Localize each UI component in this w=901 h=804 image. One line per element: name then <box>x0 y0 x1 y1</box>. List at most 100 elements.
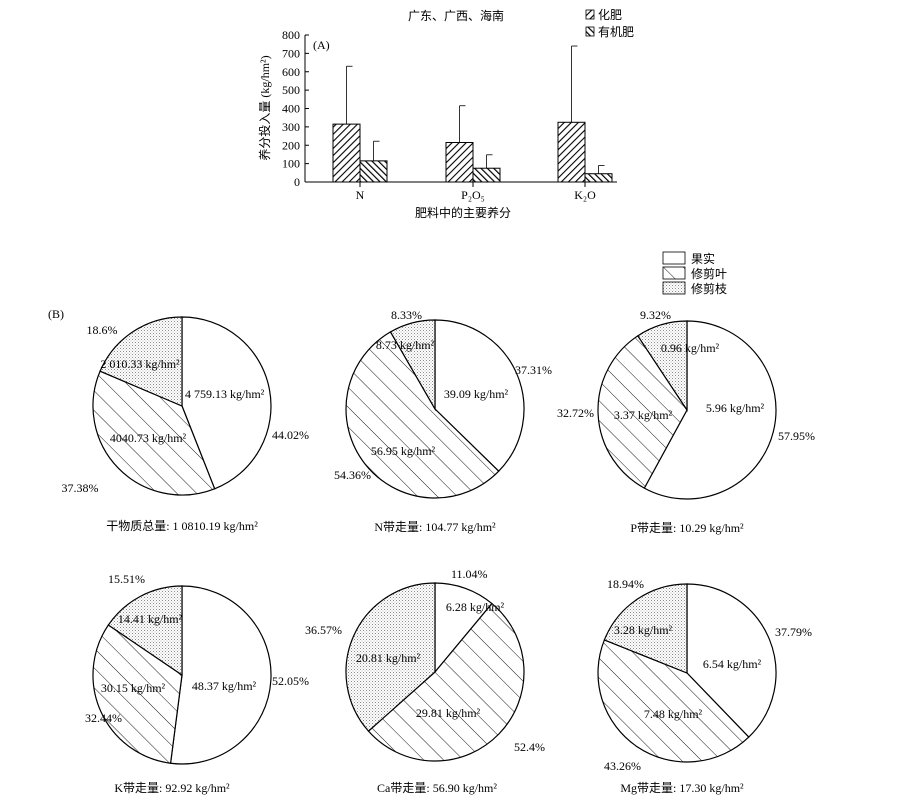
pie-slice-fruit <box>643 320 777 500</box>
y-tick-label: 100 <box>282 157 300 171</box>
pie-chart: 52.05% 48.37 kg/hm² 32.44% 30.15 kg/hm² 15.5… <box>85 572 309 795</box>
pie-amount-label: 5.96 kg/hm² <box>706 401 765 415</box>
x-ticks: N P₂O₅ K₂O <box>356 182 596 202</box>
pie-percent-label: 37.38% <box>62 481 99 495</box>
pie-percent-label: 52.05% <box>272 674 309 688</box>
pie-amount-label: 4040.73 kg/hm² <box>110 431 187 445</box>
x-axis-label: 肥料中的主要养分 <box>415 205 511 220</box>
bar-legend: 化肥 有机肥 <box>585 8 634 39</box>
pie-slice-pruned-leaf <box>92 370 216 496</box>
pie-slice-pruned-leaf <box>345 331 500 499</box>
y-tick-label: 500 <box>282 83 300 97</box>
pie-amount-label: 6.28 kg/hm² <box>446 600 505 614</box>
bar-organic-fertilizer <box>584 173 613 183</box>
pie-percent-label: 11.04% <box>451 567 488 581</box>
pie-percent-label: 8.33% <box>391 308 422 322</box>
y-tick-label: 400 <box>282 102 300 116</box>
legend-label-organic: 有机肥 <box>598 25 634 39</box>
x-tick-label: K₂O <box>574 188 596 202</box>
pie-caption: N带走量: 104.77 kg/hm² <box>374 520 496 534</box>
pie-percent-label: 32.44% <box>85 711 122 725</box>
pie-amount-label: 30.15 kg/hm² <box>101 681 166 695</box>
bar-chemical-fertilizer <box>557 121 586 183</box>
pie-amount-label: 3.28 kg/hm² <box>614 623 673 637</box>
x-tick-label: N <box>356 188 365 202</box>
legend-swatch-fruit <box>662 251 686 265</box>
pie-chart: 11.04% 6.28 kg/hm² 52.4% 29.81 kg/hm² 36.57%… <box>305 567 545 795</box>
panel-a-label: (A) <box>313 38 330 52</box>
pie-amount-label: 39.09 kg/hm² <box>444 387 509 401</box>
pie-caption: P带走量: 10.29 kg/hm² <box>630 521 744 535</box>
bar-organic-fertilizer <box>359 160 388 183</box>
pie-slice-fruit <box>169 585 272 765</box>
pie-caption: Ca带走量: 56.90 kg/hm² <box>377 781 497 795</box>
pie-amount-label: 29.81 kg/hm² <box>416 706 481 720</box>
y-axis-label: 养分投入量 (kg/hm²) <box>257 55 272 160</box>
legend-label-chemical: 化肥 <box>598 8 622 22</box>
pie-amount-label: 7.48 kg/hm² <box>644 707 703 721</box>
y-tick-label: 700 <box>282 46 300 60</box>
pie-amount-label: 6.54 kg/hm² <box>703 657 762 671</box>
pie-percent-label: 44.02% <box>272 428 309 442</box>
y-ticks: 0 100 200 300 400 500 600 700 800 <box>282 28 309 189</box>
pie-percent-label: 54.36% <box>334 468 371 482</box>
pie-amount-label: 20.81 kg/hm² <box>356 651 421 665</box>
y-tick-label: 600 <box>282 65 300 79</box>
pie-percent-label: 18.94% <box>607 577 644 591</box>
pie-legend: 果实 修剪叶 修剪枝 <box>662 251 727 296</box>
pie-percent-label: 37.31% <box>515 363 552 377</box>
pie-slice-pruned-leaf <box>92 624 183 764</box>
pie-amount-label: 56.95 kg/hm² <box>371 444 436 458</box>
pie-amount-label: 3.37 kg/hm² <box>614 408 673 422</box>
bars <box>332 45 613 183</box>
bar-organic-fertilizer <box>472 167 501 183</box>
pie-percent-label: 52.4% <box>514 740 545 754</box>
legend-swatch-organic <box>585 26 595 37</box>
pie-amount-label: 2 010.33 kg/hm² <box>100 357 180 371</box>
bar-chemical-fertilizer <box>332 123 361 183</box>
pie-chart: 37.31% 39.09 kg/hm² 54.36%56.95 kg/hm² 8.33… <box>334 308 552 534</box>
y-tick-label: 200 <box>282 138 300 152</box>
pie-chart: 57.95% 5.96 kg/hm² 32.72% 3.37 kg/hm² 9.32% 0… <box>557 308 815 535</box>
pie-caption: K带走量: 92.92 kg/hm² <box>114 781 230 795</box>
bar-chemical-fertilizer <box>445 141 474 183</box>
pie-amount-label: 14.41 kg/hm² <box>118 612 183 626</box>
legend-swatch-pruned-twig <box>662 281 686 295</box>
pie-slice-pruned-twig <box>107 585 183 677</box>
pie-slice-fruit <box>686 583 777 738</box>
pie-charts: 44.02% 4 759.13 kg/hm² 37.38% 4040.73 kg/hm… <box>62 308 816 795</box>
pie-slice-pruned-leaf <box>597 334 688 489</box>
pie-slice-pruned-leaf <box>367 602 525 762</box>
panel-b-label: (B) <box>48 307 64 321</box>
pie-percent-label: 57.95% <box>778 429 815 443</box>
y-tick-label: 800 <box>282 28 300 42</box>
pie-slice-pruned-leaf <box>597 639 750 763</box>
pie-amount-label: 0.96 kg/hm² <box>661 341 720 355</box>
y-tick-label: 300 <box>282 120 300 134</box>
pie-slice-pruned-twig <box>389 319 436 412</box>
pie-slice-pruned-twig <box>636 320 688 412</box>
pie-percent-label: 32.72% <box>557 406 594 420</box>
pie-slice-pruned-twig <box>603 583 688 674</box>
pie-percent-label: 36.57% <box>305 623 342 637</box>
legend-swatch-chemical <box>585 9 595 20</box>
pie-slice-pruned-twig <box>345 582 436 732</box>
pie-percent-label: 43.26% <box>604 759 641 773</box>
pie-slice-pruned-twig <box>99 316 183 407</box>
y-tick-label: 0 <box>294 175 300 189</box>
pie-chart: 37.79% 6.54 kg/hm² 43.26% 7.48 kg/hm² 18.94%… <box>597 577 812 795</box>
bar-chart-title: 广东、广西、海南 <box>408 8 504 23</box>
pie-chart: 44.02% 4 759.13 kg/hm² 37.38% 4040.73 kg/hm… <box>62 316 309 533</box>
pie-percent-label: 18.6% <box>87 323 118 337</box>
legend-swatch-pruned-leaf <box>662 266 686 280</box>
legend-label-pruned-leaf: 修剪叶 <box>691 266 727 281</box>
legend-label-pruned-twig: 修剪枝 <box>691 281 727 296</box>
pie-slice-fruit <box>181 316 272 490</box>
pie-amount-label: 8.73 kg/hm² <box>376 338 435 352</box>
pie-caption: Mg带走量: 17.30 kg/hm² <box>620 781 744 795</box>
pie-percent-label: 9.32% <box>640 308 671 322</box>
pie-amount-label: 48.37 kg/hm² <box>192 679 257 693</box>
pie-percent-label: 37.79% <box>775 625 812 639</box>
pie-slice-fruit <box>434 319 525 473</box>
